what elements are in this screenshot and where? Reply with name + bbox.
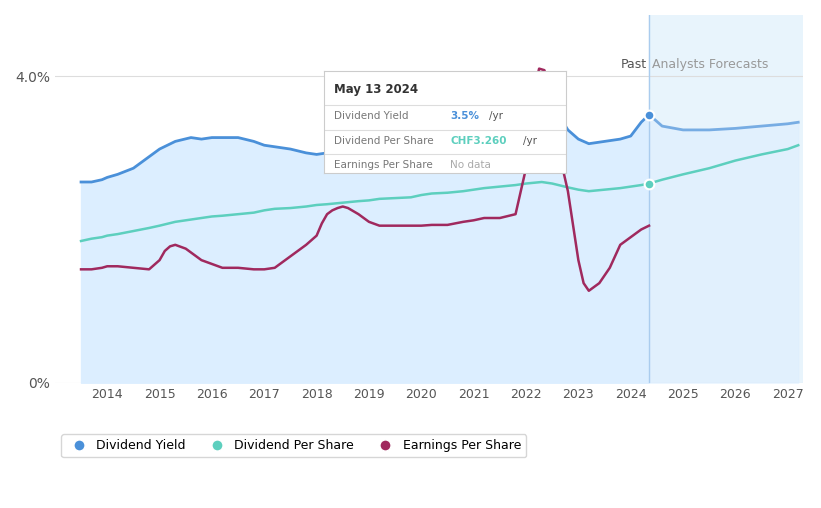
Legend: Dividend Yield, Dividend Per Share, Earnings Per Share: Dividend Yield, Dividend Per Share, Earn… bbox=[61, 434, 526, 457]
Text: 3.5%: 3.5% bbox=[450, 111, 479, 121]
Text: No data: No data bbox=[450, 160, 491, 170]
Bar bbox=[649, 15, 804, 383]
Text: CHF3.260: CHF3.260 bbox=[450, 136, 507, 146]
Text: Analysts Forecasts: Analysts Forecasts bbox=[652, 58, 768, 71]
Text: May 13 2024: May 13 2024 bbox=[334, 83, 418, 96]
Text: /yr: /yr bbox=[489, 111, 503, 121]
Text: /yr: /yr bbox=[523, 136, 537, 146]
Text: Dividend Yield: Dividend Yield bbox=[334, 111, 409, 121]
Text: Earnings Per Share: Earnings Per Share bbox=[334, 160, 433, 170]
Text: Past: Past bbox=[621, 58, 646, 71]
Text: Dividend Per Share: Dividend Per Share bbox=[334, 136, 433, 146]
